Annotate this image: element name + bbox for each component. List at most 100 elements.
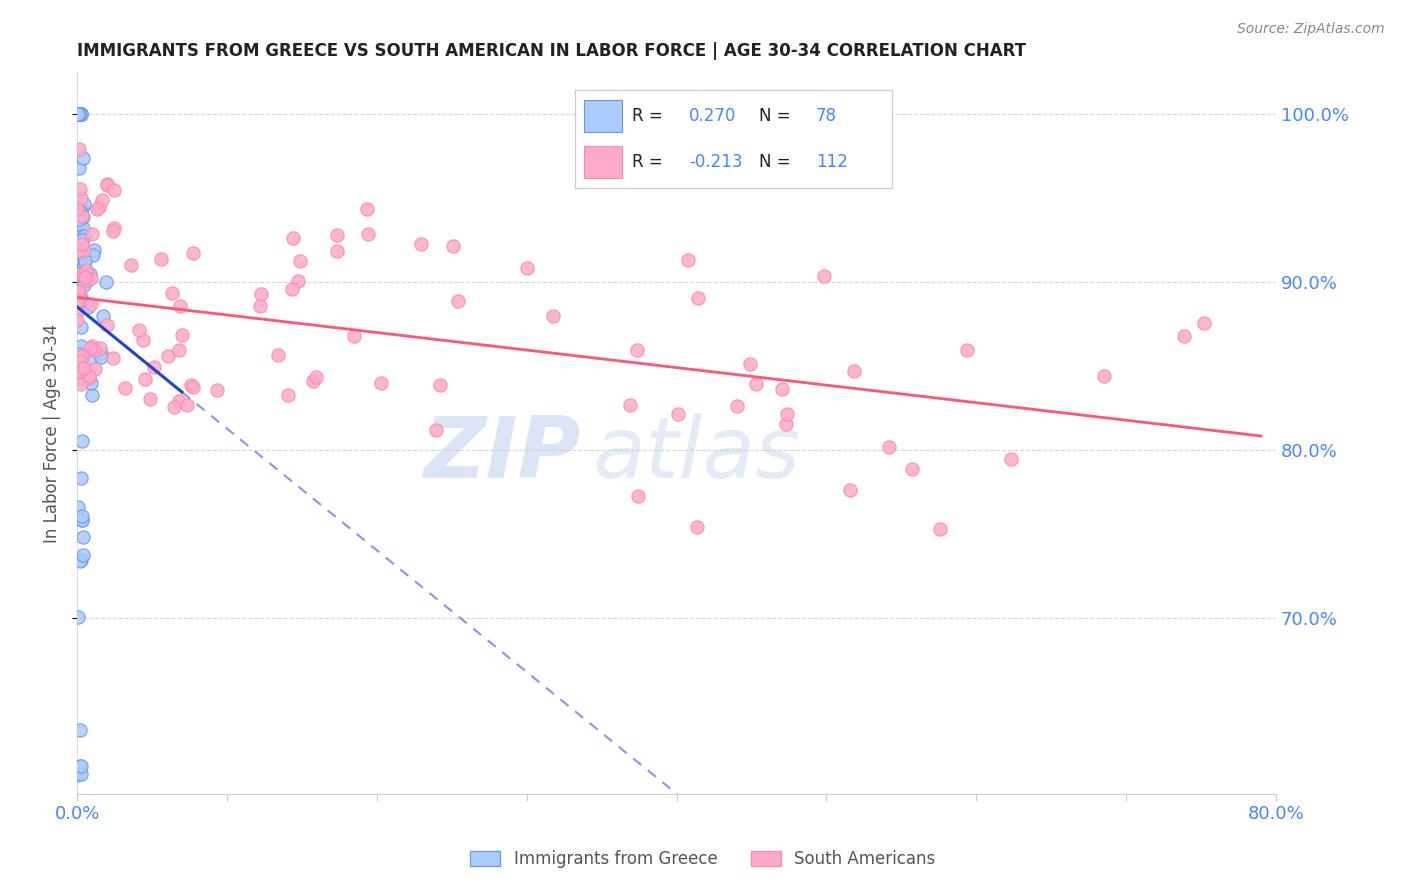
- Point: [69, 216, 91, 230]
- Point: [89, 341, 111, 355]
- Point: [66, 304, 89, 318]
- Point: [67, 267, 90, 281]
- Point: [77, 273, 100, 287]
- Point: [66, 767, 89, 781]
- Point: [69, 553, 91, 567]
- Point: [877, 440, 900, 454]
- Point: [169, 343, 191, 357]
- Point: [103, 224, 125, 238]
- Point: [67, 282, 90, 296]
- Point: [73, 269, 96, 284]
- Point: [66, 259, 89, 273]
- Point: [139, 392, 162, 406]
- Point: [80, 227, 103, 241]
- Point: [142, 359, 165, 374]
- Point: [67, 363, 90, 377]
- Point: [82, 339, 104, 353]
- Point: [67, 359, 90, 373]
- Point: [96, 178, 118, 192]
- Point: [66, 107, 89, 121]
- Point: [83, 343, 105, 357]
- Point: [70, 202, 93, 216]
- Point: [80, 376, 103, 391]
- Point: [79, 267, 101, 281]
- Point: [72, 360, 94, 375]
- Point: [73, 361, 96, 376]
- Point: [70, 759, 93, 773]
- Point: [72, 513, 94, 527]
- Point: [80, 271, 103, 285]
- Point: [626, 343, 648, 357]
- Point: [686, 292, 709, 306]
- Point: [356, 202, 378, 216]
- Point: [304, 370, 326, 384]
- Point: [150, 252, 173, 266]
- Point: [170, 328, 193, 343]
- Point: [288, 254, 311, 268]
- Point: [541, 309, 564, 323]
- Point: [70, 237, 93, 252]
- Point: [685, 520, 707, 534]
- Point: [326, 244, 349, 258]
- Point: [69, 107, 91, 121]
- Point: [70, 434, 93, 448]
- Point: [69, 107, 91, 121]
- Point: [69, 107, 91, 121]
- Point: [73, 258, 96, 272]
- Point: [70, 292, 93, 306]
- Point: [176, 398, 198, 412]
- Point: [813, 269, 835, 284]
- Point: [70, 238, 93, 252]
- Point: [69, 204, 91, 219]
- Point: [72, 268, 94, 283]
- Point: [775, 417, 797, 431]
- Point: [67, 107, 90, 121]
- Point: [72, 220, 94, 235]
- Point: [163, 400, 186, 414]
- Point: [67, 211, 90, 226]
- Point: [96, 318, 118, 333]
- Point: [75, 253, 97, 268]
- Point: [70, 233, 93, 247]
- Point: [67, 107, 90, 121]
- Point: [73, 268, 96, 283]
- Point: [67, 107, 90, 121]
- Point: [70, 266, 93, 280]
- Point: [72, 549, 94, 563]
- Point: [181, 379, 204, 393]
- Point: [73, 260, 96, 275]
- Point: [101, 351, 124, 365]
- Point: [66, 609, 89, 624]
- Point: [429, 378, 451, 392]
- Point: [73, 243, 96, 257]
- Point: [77, 369, 100, 384]
- Point: [67, 372, 90, 386]
- Point: [86, 202, 108, 217]
- Text: atlas: atlas: [592, 413, 800, 496]
- Point: [516, 260, 538, 275]
- Point: [69, 376, 91, 391]
- Point: [619, 398, 641, 412]
- Point: [287, 274, 309, 288]
- Point: [844, 364, 866, 378]
- Point: [90, 351, 112, 365]
- Point: [250, 287, 273, 301]
- Point: [67, 107, 90, 121]
- Point: [67, 142, 90, 156]
- Point: [66, 107, 89, 121]
- Point: [90, 346, 112, 360]
- Point: [67, 107, 90, 121]
- Point: [96, 178, 118, 192]
- Point: [72, 210, 94, 224]
- Point: [69, 339, 91, 353]
- Point: [69, 244, 91, 259]
- Point: [72, 530, 94, 544]
- Point: [66, 313, 89, 327]
- Point: [1192, 316, 1215, 330]
- Point: [91, 309, 114, 323]
- Point: [66, 244, 89, 259]
- Point: [447, 294, 470, 309]
- Point: [103, 183, 125, 197]
- Point: [70, 107, 93, 121]
- Point: [370, 376, 392, 390]
